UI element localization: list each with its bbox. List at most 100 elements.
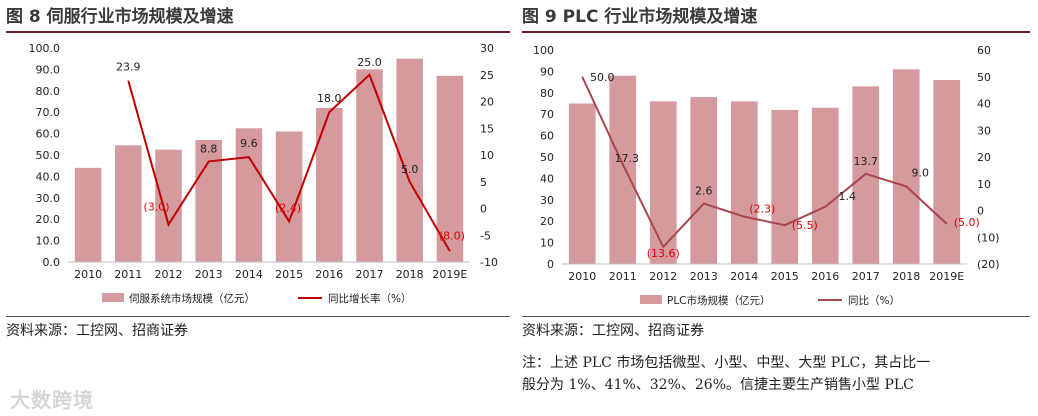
x-axis-label: 2019E (929, 270, 964, 283)
right-axis-tick: -5 (480, 229, 491, 242)
x-axis-label: 2015 (275, 268, 303, 281)
data-label: 9.6 (240, 137, 258, 150)
x-axis-label: 2017 (852, 270, 880, 283)
data-label: (8.0) (439, 229, 465, 242)
right-axis-tick: 30 (480, 42, 494, 55)
growth-rate-line (127, 73, 451, 252)
figure9-note-line1: 注：上述 PLC 市场包括微型、小型、中型、大型 PLC，其占比一 (522, 355, 931, 371)
bar-2011 (609, 75, 637, 265)
data-label: (3.0) (143, 201, 169, 214)
x-axis-label: 2014 (730, 270, 758, 283)
legend-bar-label: PLC市场规模（亿元） (667, 294, 771, 307)
data-label: 23.9 (116, 61, 141, 74)
left-axis-tick: 100 (533, 44, 554, 57)
bar-2017 (852, 86, 880, 264)
x-axis-label: 2013 (195, 268, 223, 281)
x-axis-label: 2012 (649, 270, 677, 283)
left-axis-tick: 30.0 (36, 192, 61, 205)
x-axis-label: 2017 (356, 268, 384, 281)
bar-2018 (396, 58, 423, 263)
data-label: (5.0) (954, 216, 980, 229)
left-axis-tick: 100.0 (29, 42, 61, 55)
legend-line-label: 同比增长率（%） (328, 292, 411, 305)
bar-2010 (568, 103, 596, 264)
figure8-title: 图 8 伺服行业市场规模及增速 (6, 7, 234, 27)
bar-2019E (933, 79, 961, 265)
x-axis-label: 2012 (155, 268, 183, 281)
legend-bar-swatch (640, 295, 662, 304)
figure8-title-rule (6, 31, 510, 33)
data-label: 9.0 (912, 166, 930, 179)
right-axis-tick: 10 (977, 178, 991, 191)
bar-2015 (771, 109, 799, 264)
left-axis-tick: 10.0 (36, 235, 61, 248)
left-axis-tick: 30 (540, 194, 554, 207)
left-axis-tick: 90 (540, 65, 554, 78)
bar-2016 (316, 107, 343, 262)
left-axis-tick: 40.0 (36, 170, 61, 183)
left-axis-tick: 0.0 (43, 256, 61, 269)
bar-2012 (155, 149, 182, 262)
data-label: (2.4) (275, 201, 301, 214)
right-axis-tick: -10 (480, 256, 498, 269)
figure9-note-line2: 般分为 1%、41%、32%、26%。信捷主要生产销售小型 PLC (522, 377, 914, 393)
data-label: 1.4 (839, 190, 857, 203)
right-axis-tick: 60 (977, 44, 991, 57)
left-axis-tick: 20.0 (36, 213, 61, 226)
bar-2019E (436, 75, 464, 262)
data-label: 25.0 (357, 56, 382, 69)
x-axis-label: 2016 (811, 270, 839, 283)
legend-bar-swatch (102, 293, 124, 302)
left-axis-tick: 50.0 (36, 149, 61, 162)
bar-2014 (235, 128, 263, 262)
right-axis-tick: 25 (480, 69, 494, 82)
bar-2013 (690, 97, 718, 264)
right-axis-tick: 20 (480, 96, 494, 109)
data-label: 18.0 (317, 92, 342, 105)
bar-2011 (115, 145, 142, 262)
left-axis-tick: 80 (540, 87, 554, 100)
bar-2016 (811, 107, 839, 264)
left-axis-tick: 40 (540, 172, 554, 185)
figure8-chart: 0.0 10.0 20.0 30.0 40.0 50.0 60.0 70.0 80.0 90.0 1… (29, 42, 498, 305)
figure8-source: 资料来源：工控网、招商证券 (6, 323, 188, 339)
right-axis-tick: 5 (480, 176, 487, 189)
x-axis-label: 2018 (396, 268, 424, 281)
figure9-chart: 0 10 20 30 40 50 60 70 80 90 100 (20) (10) 0 10 20 30 40 5… (533, 44, 1000, 307)
right-axis-tick: 15 (480, 122, 494, 135)
x-axis-label: 2016 (315, 268, 343, 281)
right-axis-tick: 30 (977, 124, 991, 137)
left-axis-tick: 60.0 (36, 128, 61, 141)
left-axis-tick: 20 (540, 215, 554, 228)
data-label: 5.0 (401, 163, 419, 176)
left-axis-tick: 60 (540, 130, 554, 143)
x-axis-label: 2010 (74, 268, 102, 281)
left-axis-tick: 50 (540, 151, 554, 164)
data-label: 8.8 (200, 142, 218, 155)
bar-2010 (74, 167, 102, 262)
legend-line-label: 同比（%） (848, 294, 900, 307)
data-label: 17.3 (615, 152, 640, 165)
x-axis-label: 2013 (690, 270, 718, 283)
right-axis-tick: 40 (977, 98, 991, 111)
right-axis-tick: (10) (977, 231, 1000, 244)
data-label: (2.3) (749, 203, 775, 216)
right-axis-tick: 20 (977, 151, 991, 164)
x-axis-label: 2015 (771, 270, 799, 283)
right-axis-tick: 0 (480, 203, 487, 216)
legend-bar-label: 伺服系统市场规模（亿元） (129, 292, 255, 305)
figure9-title-rule (522, 31, 1030, 33)
bar-2012 (649, 101, 677, 264)
figure9-source: 资料来源：工控网、招商证券 (522, 323, 704, 339)
data-label: 2.6 (695, 185, 713, 198)
data-label: (5.5) (792, 219, 818, 232)
data-label: 13.7 (854, 155, 879, 168)
x-axis-label: 2010 (568, 270, 596, 283)
left-axis-tick: 70 (540, 108, 554, 121)
left-axis-tick: 70.0 (36, 106, 61, 119)
figure9-title: 图 9 PLC 行业市场规模及增速 (522, 7, 758, 27)
right-axis-tick: 0 (977, 205, 984, 218)
figure9-source-rule (522, 316, 1030, 317)
x-axis-label: 2011 (114, 268, 142, 281)
left-axis-tick: 0 (547, 258, 554, 271)
